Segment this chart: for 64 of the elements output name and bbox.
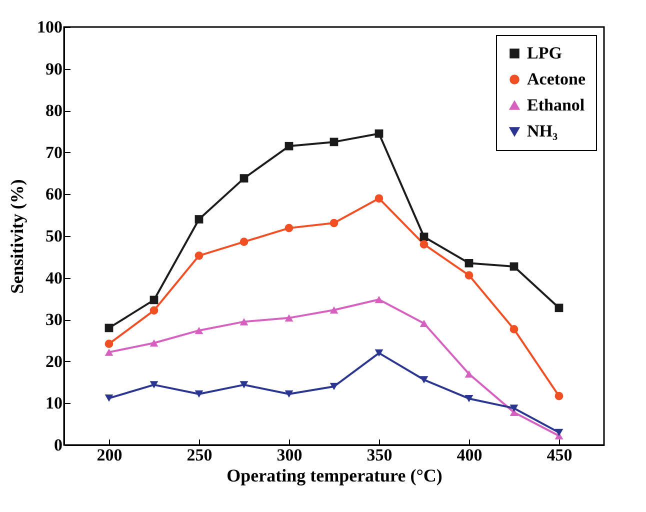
point — [240, 381, 248, 388]
point — [150, 306, 158, 315]
point — [510, 404, 518, 412]
point — [284, 142, 294, 150]
x-axis-title: Operating temperature (°C) — [226, 466, 442, 486]
legend-label: Acetone — [527, 70, 586, 88]
point — [330, 382, 338, 390]
y-axis-title: Sensitivity (%) — [7, 179, 27, 294]
point — [284, 390, 294, 398]
point — [420, 232, 428, 242]
point — [330, 218, 338, 228]
point — [374, 129, 384, 138]
point — [104, 324, 114, 332]
y-tick-label: 10 — [46, 394, 62, 413]
point — [374, 194, 384, 203]
point — [420, 376, 428, 384]
y-tick-label: 50 — [46, 226, 62, 246]
legend-label: NH₃ — [527, 122, 558, 140]
y-tick-label: 0 — [54, 436, 62, 454]
point — [150, 296, 158, 304]
point — [194, 390, 204, 398]
legend-label: LPG — [527, 44, 562, 62]
x-tick-label: 450 — [546, 446, 572, 464]
legend-label: Ethanol — [527, 96, 585, 114]
point — [284, 314, 294, 322]
point — [464, 258, 474, 268]
point — [420, 320, 428, 327]
point — [374, 296, 384, 304]
y-tick-label: 60 — [46, 184, 62, 204]
point — [104, 340, 114, 348]
point — [464, 394, 474, 402]
point — [464, 271, 474, 280]
point — [240, 238, 248, 246]
point — [240, 174, 248, 182]
point — [330, 138, 338, 146]
point — [240, 318, 248, 326]
point — [194, 215, 204, 224]
point — [104, 394, 114, 402]
point — [150, 381, 158, 388]
x-tick-label: 350 — [366, 446, 392, 464]
x-tick-label: 300 — [276, 446, 302, 464]
point — [554, 392, 564, 400]
y-tick-label: 90 — [46, 59, 62, 78]
y-tick-label: 70 — [46, 142, 62, 162]
point — [510, 325, 518, 334]
y-tick-label: 100 — [37, 18, 62, 36]
point — [554, 428, 564, 436]
x-tick-label: 400 — [456, 446, 482, 464]
point — [420, 240, 428, 249]
point — [554, 304, 564, 312]
point — [194, 251, 204, 260]
y-tick-label: 30 — [46, 310, 62, 330]
y-tick-label: 80 — [46, 101, 62, 120]
point — [510, 262, 518, 271]
x-tick-label: 200 — [96, 446, 122, 464]
point — [194, 326, 204, 334]
point — [330, 306, 338, 314]
y-tick-label: 20 — [46, 352, 62, 371]
y-tick-label: 40 — [46, 268, 62, 288]
point — [104, 348, 114, 356]
point — [284, 224, 294, 232]
point — [374, 349, 384, 357]
x-tick-label: 250 — [186, 446, 212, 464]
point — [150, 339, 158, 347]
